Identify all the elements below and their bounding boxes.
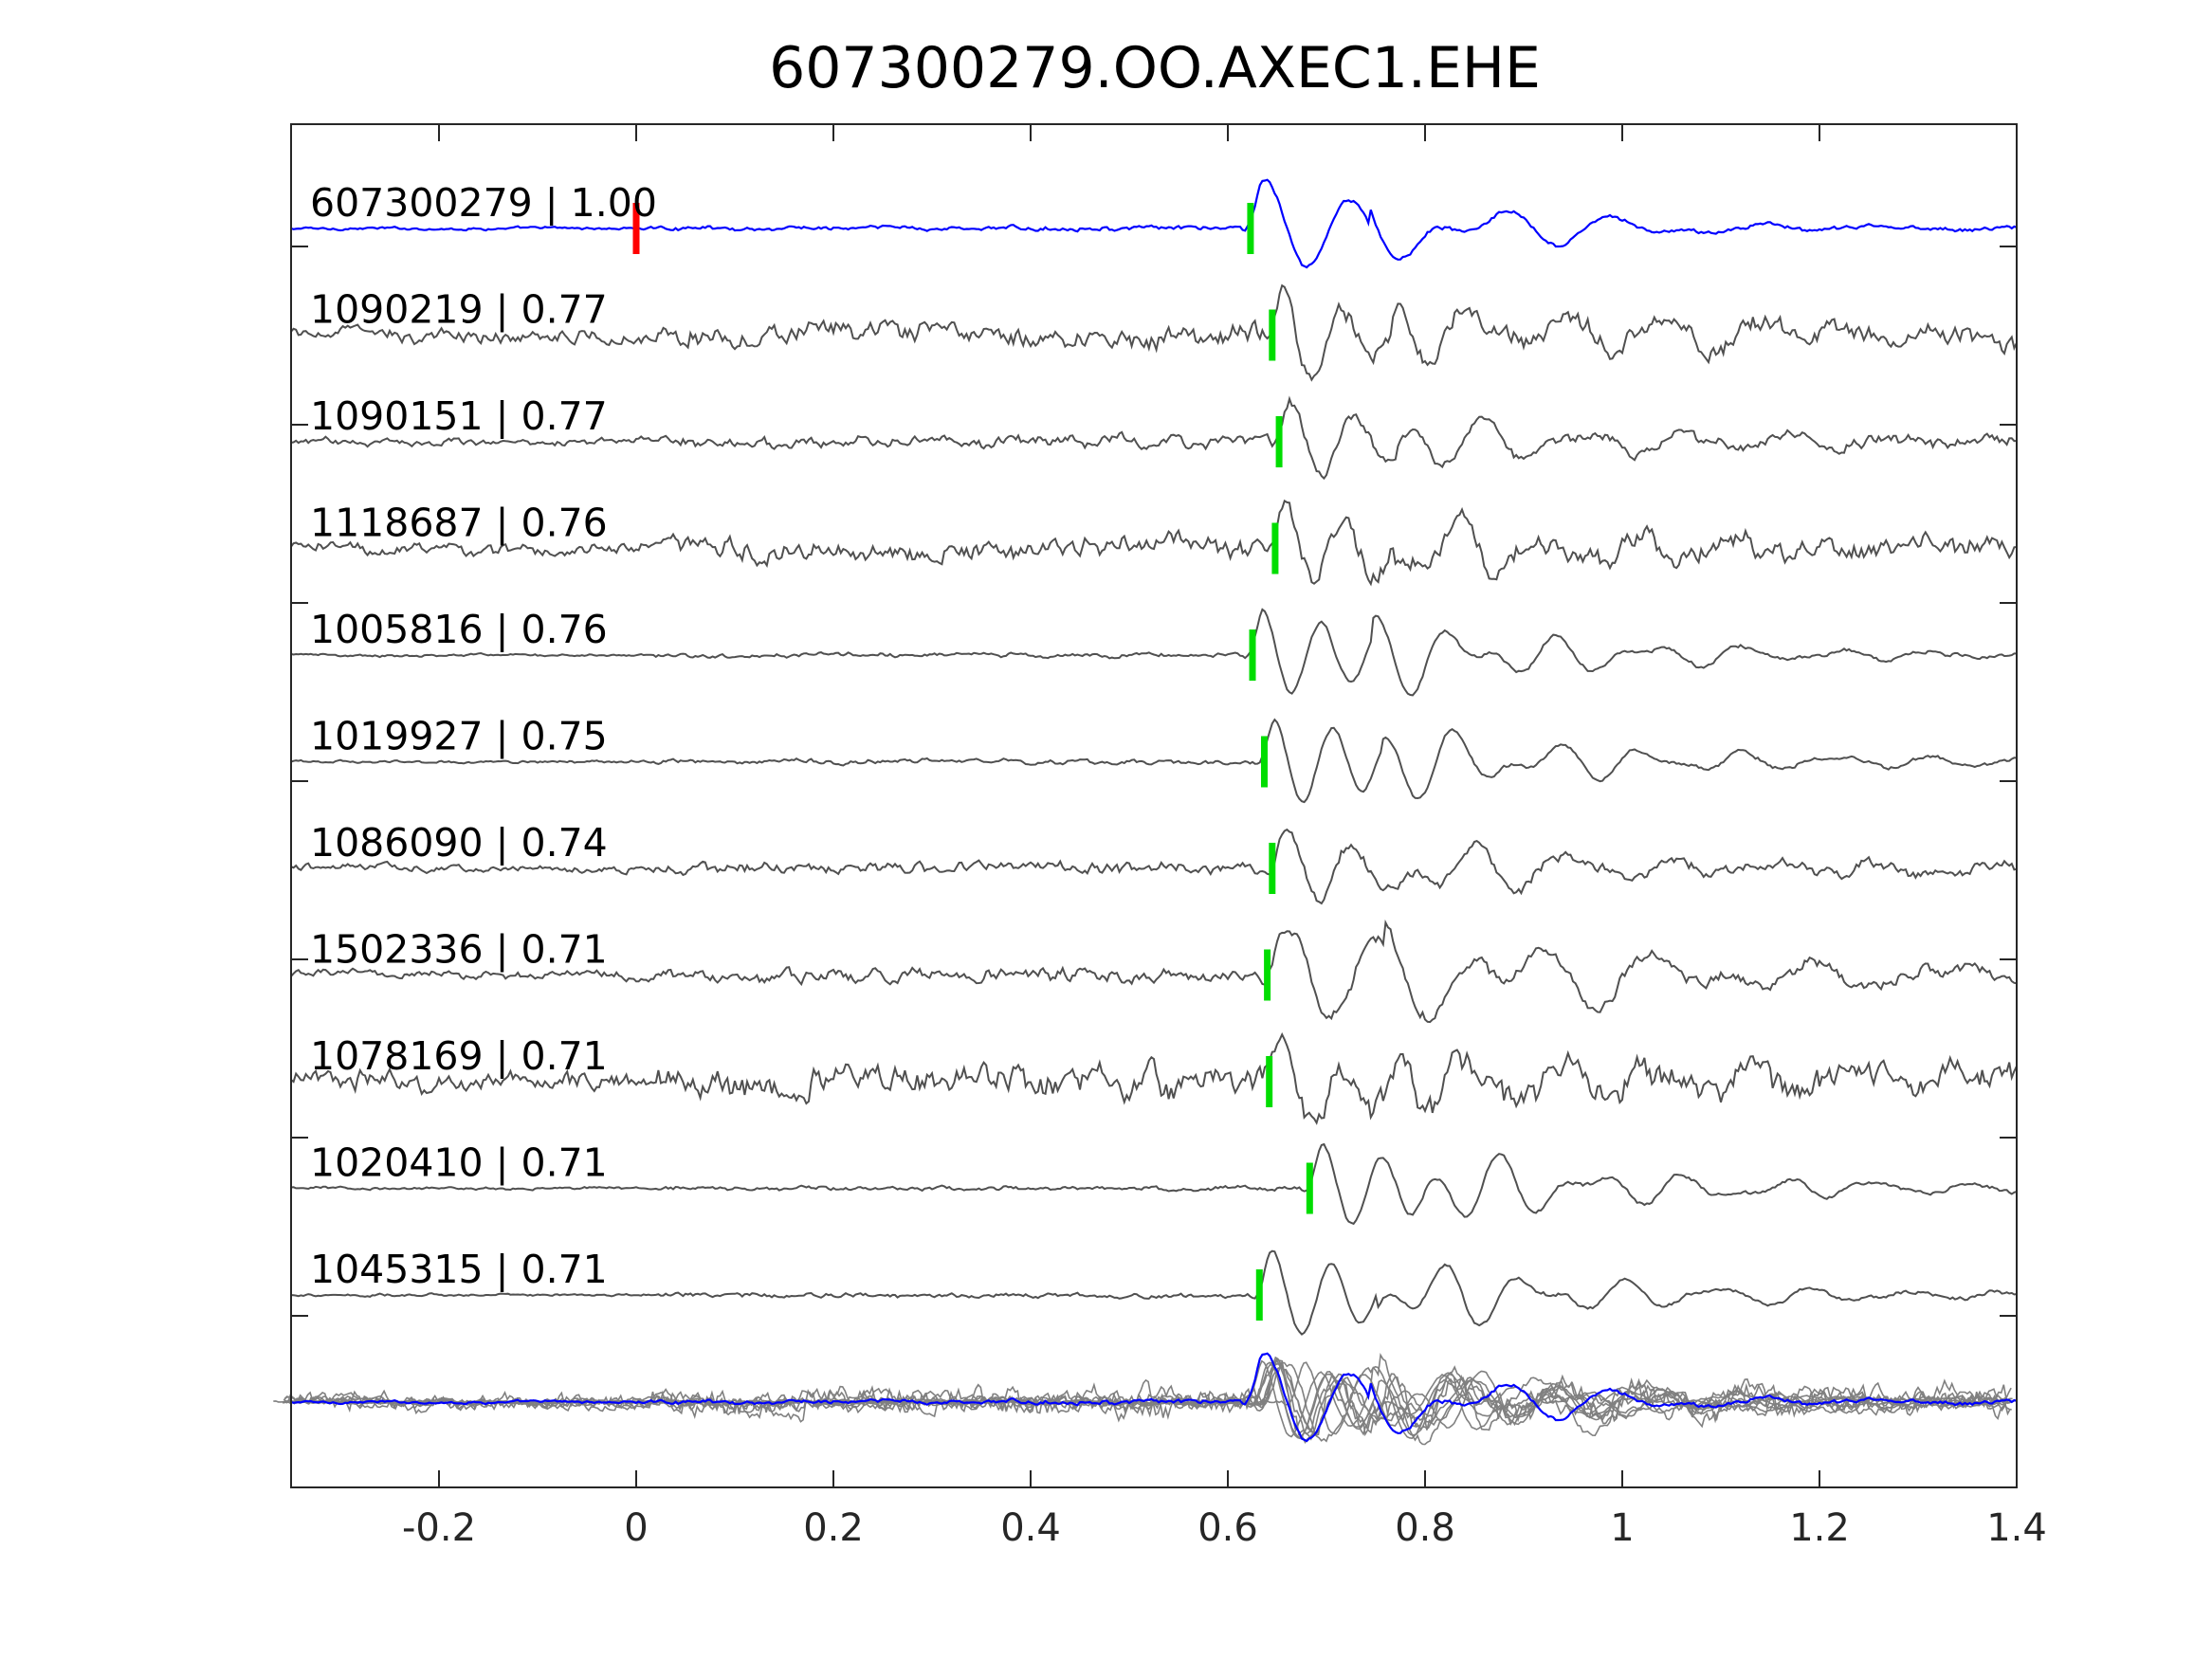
- trace-label-607300279: 607300279 | 1.00: [310, 180, 657, 226]
- trace-line-1502336: [290, 919, 2018, 1024]
- x-tick-label: 0.4: [1000, 1506, 1061, 1550]
- trace-line-1086090: [290, 828, 2018, 905]
- trace-line-1078169: [290, 1031, 2018, 1125]
- chart-title: 607300279.OO.AXEC1.EHE: [769, 35, 1541, 101]
- trace-label-1502336: 1502336 | 0.71: [310, 927, 608, 973]
- stack-layer: [273, 1352, 2018, 1446]
- x-tick-label: -0.2: [402, 1506, 476, 1550]
- trace-label-1019927: 1019927 | 0.75: [310, 714, 608, 759]
- x-tick-label: 1.4: [1986, 1506, 2047, 1550]
- x-tick-label: 1.2: [1789, 1506, 1850, 1550]
- trace-label-1045315: 1045315 | 0.71: [310, 1247, 608, 1292]
- trace-label-1020410: 1020410 | 0.71: [310, 1140, 608, 1186]
- trace-line-1090151: [290, 395, 2018, 481]
- x-tick-label: 0.6: [1197, 1506, 1258, 1550]
- stack-trace-1078169: [284, 1358, 2012, 1441]
- trace-label-1118687: 1118687 | 0.76: [310, 501, 608, 546]
- trace-line-1118687: [290, 499, 2018, 587]
- trace-label-1090151: 1090151 | 0.77: [310, 393, 608, 439]
- trace-label-1090219: 1090219 | 0.77: [310, 287, 608, 333]
- x-tick-label: 0.2: [803, 1506, 864, 1550]
- stack-template-trace: [290, 1352, 2018, 1443]
- trace-line-1019927: [290, 718, 2018, 804]
- trace-label-1086090: 1086090 | 0.74: [310, 820, 608, 866]
- trace-line-1045315: [290, 1249, 2018, 1336]
- trace-label-1005816: 1005816 | 0.76: [310, 607, 608, 652]
- trace-line-1005816: [290, 608, 2017, 697]
- picks-layer: [632, 203, 1313, 1321]
- x-axis: -0.2 0 0.2 0.4 0.6 0.8 1 1.2 1.4: [291, 124, 2047, 1550]
- trace-labels-layer: 607300279 | 1.00 1090219 | 0.77 1090151 | …: [310, 180, 657, 1292]
- trace-line-1020410: [290, 1142, 2018, 1226]
- x-tick-label: 1: [1610, 1506, 1634, 1550]
- trace-line-607300279: [290, 178, 2018, 269]
- trace-line-1090219: [290, 283, 2018, 382]
- x-tick-label: 0: [624, 1506, 648, 1550]
- x-tick-label: 0.8: [1395, 1506, 1455, 1550]
- plot-frame: [290, 123, 2018, 1488]
- trace-label-1078169: 1078169 | 0.71: [310, 1033, 608, 1079]
- traces-layer: [290, 178, 2018, 1336]
